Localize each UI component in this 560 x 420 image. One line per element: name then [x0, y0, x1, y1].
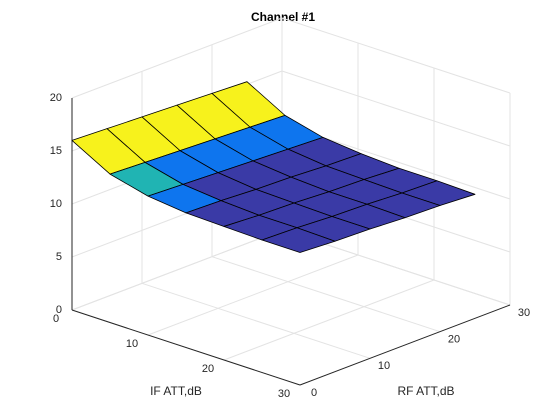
chart-title: Channel #1 — [251, 10, 315, 24]
axis-line — [299, 304, 511, 386]
grid-line — [211, 256, 441, 333]
z-tick-label: 10 — [50, 198, 62, 210]
x-tick-label: 20 — [202, 363, 214, 375]
x-tick-label: 0 — [53, 313, 59, 325]
z-tick-label: 0 — [56, 304, 62, 316]
y-axis-label: RF ATT,dB — [397, 384, 454, 398]
y-tick-label: 0 — [311, 387, 317, 399]
grid-line — [281, 17, 511, 94]
grid-line — [281, 70, 511, 147]
y-tick-label: 20 — [448, 334, 460, 346]
z-tick-label: 15 — [50, 145, 62, 157]
x-axis-label: IF ATT,dB — [150, 384, 202, 398]
grid-line — [141, 282, 371, 359]
y-tick-label: 10 — [378, 360, 390, 372]
grid-line — [71, 229, 283, 311]
z-tick-label: 5 — [56, 251, 62, 263]
grid-line — [223, 279, 435, 361]
x-tick-label: 30 — [278, 388, 290, 400]
axis-line — [71, 309, 301, 386]
grid-line — [147, 254, 359, 336]
y-tick-label: 30 — [518, 307, 530, 319]
z-tick-label: 20 — [50, 92, 62, 104]
grid-line — [71, 17, 283, 99]
x-tick-label: 10 — [126, 338, 138, 350]
surface-face — [261, 227, 336, 253]
